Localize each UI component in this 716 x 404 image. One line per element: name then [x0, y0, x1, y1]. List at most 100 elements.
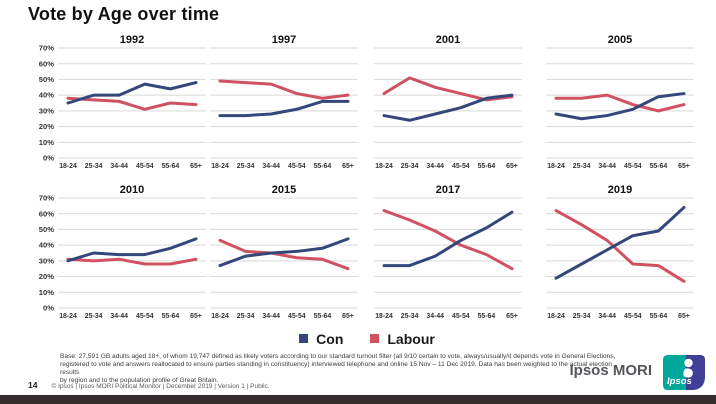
copyright-text: © Ipsos | Ipsos MORI Political Monitor |…	[51, 383, 270, 390]
x-axis-tick: 18-24	[211, 313, 229, 320]
x-axis-tick: 55-64	[162, 163, 180, 170]
x-axis-tick: 55-64	[314, 313, 332, 320]
x-axis-tick: 45-54	[136, 313, 154, 320]
x-axis-tick: 34-44	[426, 313, 444, 320]
x-axis-tick: 45-54	[624, 313, 642, 320]
line-labour	[218, 238, 350, 271]
chart-1992: 70% 60% 50% 40% 30% 20% 10% 0% 1992 18-24 25-34 34-…	[39, 34, 206, 170]
y-axis-tick: 50%	[39, 225, 54, 234]
line-con	[382, 210, 514, 268]
page-meta: 14 © Ipsos | Ipsos MORI Political Monito…	[28, 380, 270, 390]
chart-2001: 2001 18-24 25-34 34-44 45-54 55-64 65+	[374, 34, 522, 170]
x-axis-tick: 18-24	[547, 313, 565, 320]
line-labour	[382, 76, 514, 102]
line-labour	[66, 257, 198, 266]
x-axis-tick: 65+	[190, 313, 202, 320]
line-con	[66, 81, 198, 105]
x-axis-tick: 55-64	[650, 163, 668, 170]
chart-2015: 2015 18-24 25-34 34-44 45-54 55-64 65+	[210, 184, 358, 320]
svg-text:Ipsos: Ipsos	[667, 376, 692, 387]
x-axis-tick: 18-24	[211, 163, 229, 170]
y-axis-tick: 70%	[39, 194, 54, 203]
x-axis-tick: 25-34	[573, 313, 591, 320]
bottom-strip	[0, 395, 716, 404]
page-title: Vote by Age over time	[28, 4, 220, 24]
x-axis-tick: 25-34	[401, 313, 419, 320]
x-axis-tick: 34-44	[426, 163, 444, 170]
x-axis-tick: 25-34	[401, 163, 419, 170]
y-axis-tick: 30%	[39, 256, 54, 265]
x-axis-tick: 18-24	[59, 313, 77, 320]
footnote-line-3: by region and to the population profile …	[60, 377, 219, 385]
x-axis-tick: 45-54	[288, 313, 306, 320]
x-axis-tick: 18-24	[375, 313, 393, 320]
x-axis-tick: 25-34	[237, 313, 255, 320]
line-labour	[218, 79, 350, 100]
y-axis-tick: 10%	[39, 288, 54, 297]
con-swatch-icon	[299, 334, 309, 343]
x-axis-tick: 65+	[342, 163, 354, 170]
ipsos-logo-icon: Ipsos	[663, 355, 705, 390]
x-axis-tick: 45-54	[288, 163, 306, 170]
chart-2010: 70% 60% 50% 40% 30% 20% 10% 0% 2010 18-24 25-34 34-…	[39, 184, 206, 320]
chart-title: 2017	[436, 184, 460, 196]
x-axis-tick: 45-54	[624, 163, 642, 170]
chart-title: 2001	[436, 34, 460, 46]
y-axis-tick: 10%	[39, 138, 54, 147]
y-axis-tick: 40%	[39, 241, 54, 250]
x-axis-tick: 34-44	[110, 163, 128, 170]
y-axis-tick: 30%	[39, 106, 54, 115]
legend-label-con: Con	[316, 330, 344, 347]
y-axis-tick: 70%	[39, 44, 54, 53]
footnote-line-1: Base: 27,591 GB adults aged 18+, of whom…	[60, 353, 616, 360]
x-axis-tick: 34-44	[262, 313, 280, 320]
legend-item-con: Con	[299, 331, 343, 347]
chart-2005: 2005 18-24 25-34 34-44 45-54 55-64 65+	[546, 34, 694, 170]
line-con	[382, 93, 514, 122]
x-axis-tick: 65+	[506, 313, 518, 320]
line-con	[66, 237, 198, 263]
x-axis-tick: 34-44	[598, 313, 616, 320]
x-axis-tick: 34-44	[110, 313, 128, 320]
x-axis-tick: 55-64	[650, 313, 668, 320]
chart-title: 2005	[608, 34, 632, 46]
y-axis-tick: 50%	[39, 75, 54, 84]
labour-swatch-icon	[370, 334, 380, 343]
chart-2019: 2019 18-24 25-34 34-44 45-54 55-64 65+	[546, 184, 694, 320]
y-axis-tick: 0%	[43, 304, 54, 313]
line-labour	[554, 93, 686, 113]
line-con	[554, 205, 686, 280]
line-labour	[382, 209, 514, 271]
x-axis-tick: 65+	[190, 163, 202, 170]
legend-label-labour: Labour	[387, 330, 435, 347]
x-axis-tick: 25-34	[573, 163, 591, 170]
page-number: 14	[28, 380, 38, 390]
x-axis-tick: 45-54	[136, 163, 154, 170]
line-con	[218, 99, 350, 118]
base-footnote: Base: 27,591 GB adults aged 18+, of whom…	[60, 353, 620, 385]
x-axis-tick: 45-54	[452, 313, 470, 320]
x-axis-tick: 18-24	[59, 163, 77, 170]
x-axis-tick: 55-64	[478, 313, 496, 320]
line-labour	[554, 209, 686, 283]
chart-title: 2010	[120, 184, 144, 196]
y-axis-tick: 20%	[39, 272, 54, 281]
chart-title: 2015	[272, 184, 296, 196]
x-axis-tick: 65+	[342, 313, 354, 320]
chart-2017: 2017 18-24 25-34 34-44 45-54 55-64 65+	[374, 184, 522, 320]
x-axis-tick: 18-24	[375, 163, 393, 170]
chart-title: 1997	[272, 34, 296, 46]
chart-1997: 1997 18-24 25-34 34-44 45-54 55-64 65+	[210, 34, 358, 170]
x-axis-tick: 18-24	[547, 163, 565, 170]
legend-item-labour: Labour	[370, 330, 435, 347]
line-con	[554, 92, 686, 121]
line-labour	[66, 96, 198, 111]
line-con	[218, 237, 350, 268]
legend: Con Labour	[0, 330, 716, 347]
x-axis-tick: 34-44	[262, 163, 280, 170]
x-axis-tick: 25-34	[85, 163, 103, 170]
y-axis-tick: 60%	[39, 209, 54, 218]
x-axis-tick: 55-64	[162, 313, 180, 320]
